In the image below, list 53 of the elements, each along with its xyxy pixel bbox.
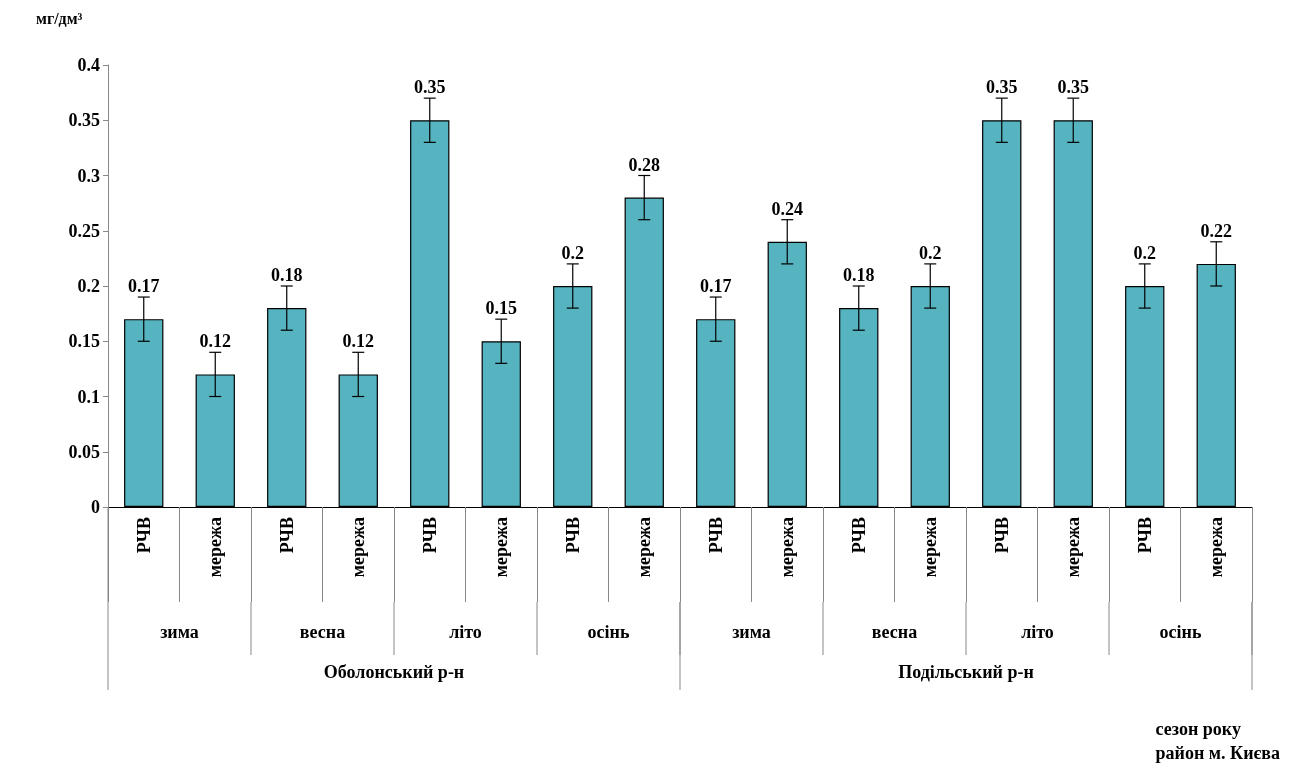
x-tick-label: РЧВ: [1134, 517, 1155, 554]
data-label: 0.12: [342, 331, 374, 352]
y-tick-label: 0.35: [68, 110, 100, 131]
data-label: 0.35: [414, 77, 446, 98]
y-tick-label: 0.15: [68, 331, 100, 352]
y-tick-label: 0.2: [77, 276, 100, 296]
data-label: 0.12: [199, 331, 231, 352]
y-tick-label: 0.05: [68, 441, 100, 462]
x-tick-label: мережа: [1063, 517, 1084, 578]
text: зима: [732, 622, 771, 642]
data-label: 0.15: [485, 298, 517, 319]
x-tick-label: мережа: [491, 517, 512, 578]
text: осінь: [1159, 622, 1202, 642]
y-tick-label: 0.3: [77, 165, 100, 186]
text: Оболонський р-н: [323, 662, 465, 682]
text: Подільський р-н: [898, 662, 1034, 682]
x-tick-label: РЧВ: [133, 517, 154, 554]
data-label: 0.18: [271, 265, 303, 286]
x-tick-label: РЧВ: [562, 517, 583, 554]
x-tick-label: мережа: [348, 517, 369, 578]
x-tick-label: мережа: [205, 517, 226, 578]
x-tick-label: мережа: [777, 517, 798, 578]
y-axis-title: мг/дм³: [36, 9, 83, 27]
text: літо: [1021, 622, 1054, 642]
x-tick-label: РЧВ: [848, 517, 869, 554]
data-label: 0.18: [843, 265, 875, 286]
data-label: 0.28: [628, 154, 660, 175]
y-tick-label: 0: [91, 497, 100, 517]
data-label: 0.35: [986, 77, 1018, 98]
text: осінь: [587, 622, 630, 642]
text: літо: [449, 622, 482, 642]
x-tick-label: РЧВ: [276, 517, 297, 554]
text: весна: [299, 622, 346, 642]
data-label: 0.22: [1200, 220, 1232, 241]
data-label: 0.2: [561, 243, 584, 263]
text: весна: [871, 622, 918, 642]
data-label: 0.2: [919, 243, 942, 263]
x-tick-label: РЧВ: [705, 517, 726, 554]
x-tick-label: мережа: [634, 517, 655, 578]
x-tick-label: РЧВ: [991, 517, 1012, 554]
data-label: 0.24: [771, 198, 803, 219]
text: сезон року район м. Києва: [1155, 719, 1280, 763]
y-tick-label: 0.1: [77, 386, 100, 407]
text: зима: [160, 622, 199, 642]
y-tick-label: 0.25: [68, 220, 100, 241]
data-label: 0.17: [700, 276, 732, 297]
data-label: 0.2: [1133, 243, 1156, 263]
x-tick-label: мережа: [1206, 517, 1227, 578]
x-tick-label: мережа: [920, 517, 941, 578]
data-label: 0.35: [1057, 77, 1089, 98]
y-tick-label: 0.4: [77, 55, 100, 75]
data-label: 0.17: [128, 276, 160, 297]
x-tick-label: РЧВ: [419, 517, 440, 554]
